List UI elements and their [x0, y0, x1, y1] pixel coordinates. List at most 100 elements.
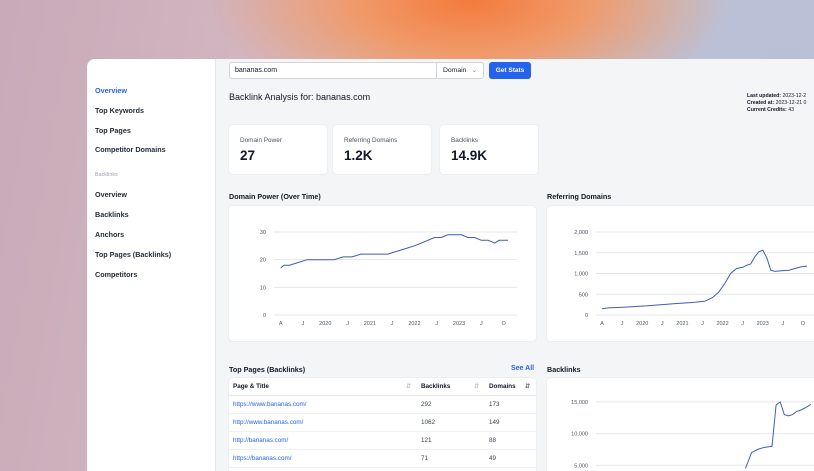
domains-cell: 49 [485, 449, 536, 468]
stat-card-referring-domains: Referring Domains 1.2K [333, 125, 431, 174]
last-updated-label: Last updated: [747, 93, 782, 99]
x-tick-label: O [801, 321, 806, 327]
y-tick-label: 1,000 [574, 272, 588, 278]
backlinks-cell: 1062 [417, 413, 485, 432]
stat-label: Backlinks [451, 137, 478, 144]
sidebar-item-backlinks-overview[interactable]: Overview [95, 190, 127, 199]
series-line [744, 401, 812, 469]
top-pages-table-panel: Page & Title ⇵ Backlinks ⇵ Domains ⇵ https:… [229, 378, 536, 471]
referring-domains-title: Referring Domains [547, 192, 612, 201]
x-tick-label: J [346, 321, 349, 327]
sidebar-item-overview[interactable]: Overview [95, 86, 127, 95]
sidebar-item-top-pages[interactable]: Top Pages [95, 126, 131, 135]
domains-cell: 149 [485, 413, 536, 432]
referring-domains-chart: 0 500 1,000 1,500 2,000 A J 2020 J 2021 J 2022 J 2023… [574, 230, 814, 327]
top-pages-title: Top Pages (Backlinks) [229, 365, 306, 374]
x-tick-label: O [501, 321, 506, 327]
backlinks-chart: 5,000 10,000 15,000 [571, 400, 814, 469]
stat-card-backlinks: Backlinks 14.9K [440, 125, 538, 174]
table-row: http://www.bananas.com/ 1062 149 [229, 413, 536, 432]
series-line [280, 234, 509, 269]
x-tick-label: J [661, 321, 664, 327]
chevron-down-icon: ⌄ [471, 67, 477, 74]
credits-label: Current Credits: [747, 107, 787, 113]
domain-power-chart-panel: 0 10 20 30 A J 2020 J 2021 J 2022 J 2023 J O [229, 206, 536, 341]
col-header-domains[interactable]: Domains ⇵ [485, 378, 536, 396]
col-header-page[interactable]: Page & Title ⇵ [229, 378, 417, 396]
x-tick-label: 2021 [676, 321, 688, 327]
x-tick-label: J [480, 321, 483, 327]
created-label: Created at: [747, 100, 775, 106]
x-tick-label: J [391, 321, 394, 327]
x-tick-label: J [701, 321, 704, 327]
domain-search-input[interactable]: bananas.com [229, 62, 437, 79]
sidebar-item-competitor-domains[interactable]: Competitor Domains [95, 145, 166, 154]
stat-value: 14.9K [451, 148, 488, 163]
y-tick-label: 10,000 [571, 432, 588, 438]
sidebar: Overview Top Keywords Top Pages Competit… [87, 59, 216, 471]
app-window: Overview Top Keywords Top Pages Competit… [87, 59, 814, 471]
y-tick-label: 2,000 [574, 230, 588, 236]
y-tick-label: 0 [585, 313, 588, 319]
created-value: 2023-12-21 0 [775, 100, 807, 106]
page-url-link[interactable]: https://bananas.com/ [229, 449, 417, 468]
x-tick-label: 2022 [716, 321, 728, 327]
table-row: http://bananas.com/ 121 88 [229, 431, 536, 450]
col-header-page-label: Page & Title [233, 383, 269, 390]
domains-cell: 88 [485, 431, 536, 450]
table-row: https://www.bananas.com/ 292 173 [229, 395, 536, 414]
sort-icon: ⇵ [473, 384, 479, 390]
y-tick-label: 0 [263, 313, 266, 319]
main-content: bananas.com Domain ⌄ Get Stats Backlink … [216, 59, 814, 471]
domain-power-title: Domain Power (Over Time) [229, 192, 321, 201]
backlinks-cell: 121 [417, 431, 485, 450]
y-tick-label: 20 [260, 258, 266, 264]
y-tick-label: 500 [579, 292, 588, 298]
page-title: Backlink Analysis for: bananas.com [229, 92, 371, 102]
backlinks-cell: 292 [417, 395, 485, 414]
stat-label: Referring Domains [344, 137, 398, 144]
backlinks-title: Backlinks [547, 365, 581, 374]
sidebar-item-backlinks[interactable]: Backlinks [95, 210, 129, 219]
stat-value: 27 [240, 148, 256, 163]
y-tick-label: 15,000 [571, 400, 588, 406]
search-mode-select[interactable]: Domain ⌄ [436, 62, 484, 79]
backlinks-chart-panel: 5,000 10,000 15,000 [547, 378, 814, 471]
page-url-link[interactable]: https://www.bananas.com/ [229, 395, 417, 414]
report-meta: Last updated: 2023-12-2 Created at: 2023… [747, 93, 806, 114]
x-tick-label: 2021 [364, 321, 376, 327]
domain-power-chart: 0 10 20 30 A J 2020 J 2021 J 2022 J 2023 J O [260, 230, 517, 327]
sidebar-item-competitors[interactable]: Competitors [95, 270, 138, 279]
stat-card-domain-power: Domain Power 27 [229, 125, 327, 174]
x-tick-label: 2022 [408, 321, 420, 327]
sort-icon: ⇵ [405, 384, 411, 390]
x-tick-label: J [302, 321, 305, 327]
get-stats-button[interactable]: Get Stats [489, 62, 531, 79]
stat-label: Domain Power [240, 137, 282, 144]
series-line [601, 249, 808, 310]
x-tick-label: A [279, 321, 283, 327]
stat-value: 1.2K [344, 148, 373, 163]
search-input-value: bananas.com [235, 67, 278, 74]
search-mode-value: Domain [443, 67, 467, 74]
x-tick-label: J [435, 321, 438, 327]
y-tick-label: 30 [260, 230, 266, 236]
top-pages-table: Page & Title ⇵ Backlinks ⇵ Domains ⇵ https:… [229, 378, 536, 468]
x-tick-label: J [741, 321, 744, 327]
sidebar-item-top-pages-backlinks[interactable]: Top Pages (Backlinks) [95, 250, 172, 259]
backlinks-cell: 71 [417, 449, 485, 468]
page-url-link[interactable]: http://bananas.com/ [229, 431, 417, 450]
x-tick-label: 2020 [636, 321, 648, 327]
table-header-row: Page & Title ⇵ Backlinks ⇵ Domains ⇵ [229, 378, 536, 396]
y-tick-label: 5,000 [574, 463, 588, 469]
sidebar-item-anchors[interactable]: Anchors [95, 230, 125, 239]
sidebar-item-top-keywords[interactable]: Top Keywords [95, 106, 144, 115]
y-tick-label: 10 [260, 285, 266, 291]
sidebar-section-backlinks: Backlinks [95, 172, 118, 178]
col-header-domains-label: Domains [489, 383, 516, 390]
col-header-backlinks-label: Backlinks [421, 383, 451, 390]
table-row: https://bananas.com/ 71 49 [229, 449, 536, 468]
see-all-link[interactable]: See All [511, 365, 535, 372]
col-header-backlinks[interactable]: Backlinks ⇵ [417, 378, 485, 396]
page-url-link[interactable]: http://www.bananas.com/ [229, 413, 417, 432]
